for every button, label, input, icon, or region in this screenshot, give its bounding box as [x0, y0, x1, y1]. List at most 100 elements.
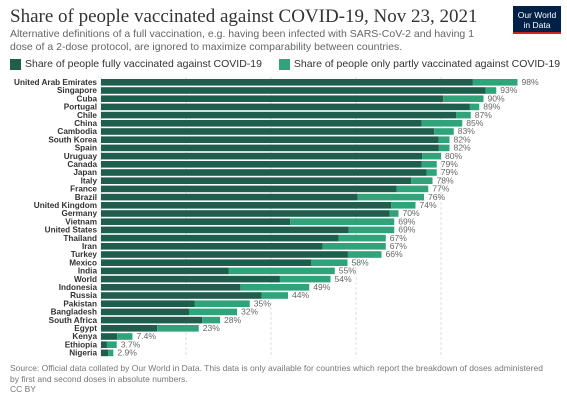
category-label: Pakistan — [63, 299, 97, 308]
category-label: Indonesia — [59, 283, 98, 292]
bar-fully-vaccinated — [101, 267, 229, 275]
bar-fully-vaccinated — [101, 120, 422, 127]
category-label: Japan — [73, 168, 97, 177]
bar-fully-vaccinated — [101, 234, 339, 242]
bar-fully-vaccinated — [101, 251, 348, 258]
bar-fully-vaccinated — [101, 325, 158, 332]
value-label: 77% — [432, 184, 450, 194]
bar-partly-vaccinated — [438, 144, 450, 152]
category-label: Singapore — [57, 86, 97, 95]
bar-partly-vaccinated — [472, 79, 518, 86]
bar-fully-vaccinated — [101, 128, 435, 135]
value-label: 82% — [454, 143, 472, 153]
bar-partly-vaccinated — [434, 128, 454, 135]
value-label: 44% — [292, 290, 310, 300]
chart-bars — [101, 79, 518, 357]
bar-fully-vaccinated — [101, 202, 392, 209]
value-label: 49% — [313, 282, 331, 292]
bar-partly-vaccinated — [261, 292, 288, 299]
bar-fully-vaccinated — [101, 136, 439, 143]
bar-fully-vaccinated — [101, 103, 470, 111]
bar-fully-vaccinated — [101, 275, 280, 283]
value-label: 79% — [441, 167, 459, 177]
category-label: United Arab Emirates — [14, 78, 97, 87]
chart-title: Share of people vaccinated against COVID… — [10, 6, 478, 27]
legend-item-full[interactable]: Share of people fully vaccinated against… — [10, 58, 262, 70]
bar-fully-vaccinated — [101, 193, 358, 201]
bar-fully-vaccinated — [101, 111, 457, 119]
bar-partly-vaccinated — [357, 193, 424, 201]
category-label: Turkey — [71, 250, 98, 259]
category-label: India — [78, 267, 98, 276]
category-label: Kenya — [72, 332, 97, 341]
value-label: 55% — [339, 266, 357, 276]
bar-fully-vaccinated — [101, 259, 312, 266]
category-label: Nigeria — [69, 349, 97, 358]
category-label: Uruguay — [64, 152, 98, 161]
value-label: 3.7% — [121, 339, 141, 349]
chart-legend: Share of people fully vaccinated against… — [10, 58, 567, 73]
category-label: Mexico — [69, 258, 97, 267]
category-label: Chile — [77, 111, 97, 120]
bar-partly-vaccinated — [426, 169, 437, 176]
legend-item-partial[interactable]: Share of people only partly vaccinated a… — [278, 58, 561, 70]
bar-fully-vaccinated — [101, 218, 291, 225]
category-label: Spain — [75, 144, 97, 153]
bar-fully-vaccinated — [101, 161, 422, 168]
bar-partly-vaccinated — [456, 111, 471, 119]
bar-partly-vaccinated — [108, 349, 114, 357]
owid-logo[interactable]: Our World in Data — [513, 6, 561, 34]
logo-line-2: in Data — [523, 20, 551, 30]
bar-fully-vaccinated — [101, 152, 423, 160]
bar-partly-vaccinated — [202, 316, 220, 324]
logo-line-1: Our World — [517, 10, 557, 20]
value-label: 23% — [203, 323, 221, 333]
category-label: Russia — [70, 291, 97, 300]
category-label: Cambodia — [57, 127, 97, 136]
legend-swatch-partial — [278, 58, 290, 70]
value-label: 69% — [398, 225, 416, 235]
value-label: 78% — [437, 175, 455, 185]
category-label: South Korea — [48, 135, 97, 144]
value-labels: 98%93%90%89%87%85%83%82%82%80%79%79%78%7… — [117, 77, 539, 358]
value-label: 90% — [488, 93, 506, 103]
legend-label-partial: Share of people only partly vaccinated a… — [293, 58, 561, 70]
value-label: 98% — [522, 77, 540, 87]
bar-fully-vaccinated — [101, 333, 118, 340]
bar-fully-vaccinated — [101, 292, 262, 299]
bar-fully-vaccinated — [101, 177, 412, 184]
value-label: 7.4% — [136, 331, 156, 341]
bar-partly-vaccinated — [438, 136, 450, 143]
category-label: Iran — [82, 242, 97, 251]
category-label: United Kingdom — [34, 201, 97, 210]
value-label: 87% — [475, 110, 493, 120]
bar-fully-vaccinated — [101, 169, 427, 176]
value-label: 80% — [445, 151, 463, 161]
chart-footer: Source: Official data collated by Our Wo… — [10, 363, 550, 395]
bar-chart: United Arab EmiratesSingaporeCubaPortuga… — [14, 77, 539, 361]
bar-fully-vaccinated — [101, 210, 390, 217]
bar-fully-vaccinated — [101, 300, 195, 307]
bar-partly-vaccinated — [348, 226, 395, 234]
bar-partly-vaccinated — [391, 202, 416, 209]
legend-swatch-full — [10, 58, 21, 70]
bar-partly-vaccinated — [485, 87, 497, 94]
value-label: 2.9% — [117, 348, 137, 358]
bar-fully-vaccinated — [101, 308, 189, 316]
license-note: CC BY — [10, 384, 36, 394]
source-note: Source: Official data collated by Our Wo… — [10, 363, 543, 384]
value-label: 74% — [420, 200, 438, 210]
bar-partly-vaccinated — [228, 267, 335, 275]
value-label: 67% — [390, 233, 408, 243]
bar-partly-vaccinated — [188, 308, 237, 316]
category-label: Germany — [62, 209, 98, 218]
bar-partly-vaccinated — [117, 333, 133, 340]
bar-partly-vaccinated — [443, 95, 484, 102]
bar-partly-vaccinated — [194, 300, 250, 307]
bar-partly-vaccinated — [421, 120, 463, 127]
bar-partly-vaccinated — [347, 251, 382, 258]
category-label: South Africa — [49, 316, 98, 325]
value-label: 76% — [428, 192, 446, 202]
bar-partly-vaccinated — [290, 218, 395, 225]
bar-partly-vaccinated — [396, 185, 429, 193]
